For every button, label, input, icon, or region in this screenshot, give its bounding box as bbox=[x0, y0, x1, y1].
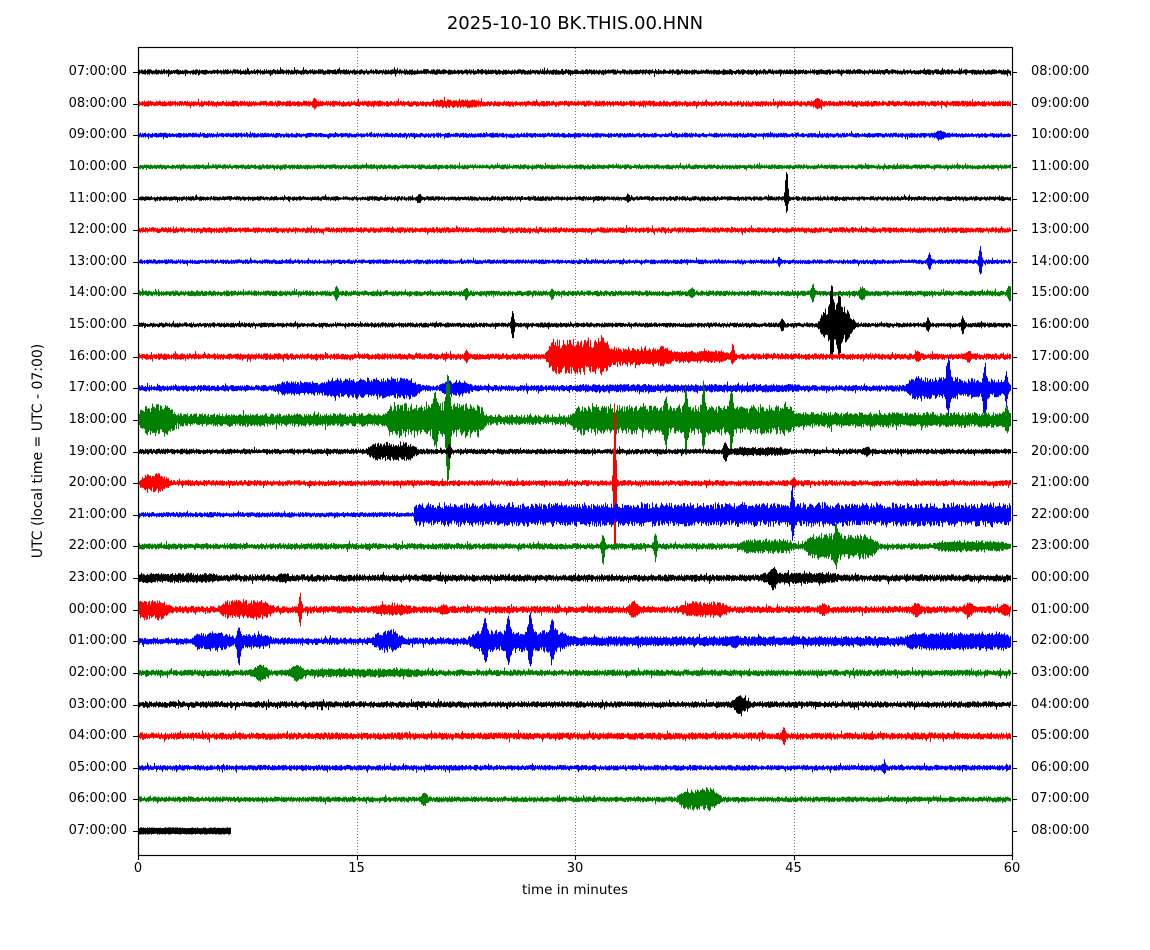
right-time-label: 10:00:00 bbox=[1031, 127, 1090, 142]
left-time-label: 17:00:00 bbox=[68, 380, 127, 395]
left-time-label: 14:00:00 bbox=[68, 285, 127, 300]
x-axis-label: time in minutes bbox=[521, 882, 629, 898]
right-time-label: 01:00:00 bbox=[1031, 602, 1090, 617]
left-time-label: 22:00:00 bbox=[68, 538, 127, 553]
right-time-label: 08:00:00 bbox=[1031, 823, 1090, 838]
right-time-label: 15:00:00 bbox=[1031, 285, 1090, 300]
left-time-label: 07:00:00 bbox=[68, 64, 127, 79]
right-time-label: 12:00:00 bbox=[1031, 191, 1090, 206]
right-time-label: 19:00:00 bbox=[1031, 412, 1090, 427]
left-time-label: 16:00:00 bbox=[68, 349, 127, 364]
left-time-label: 04:00:00 bbox=[68, 728, 127, 743]
right-time-label: 21:00:00 bbox=[1031, 475, 1090, 490]
left-time-label: 18:00:00 bbox=[68, 412, 127, 427]
left-time-label: 11:00:00 bbox=[68, 191, 127, 206]
left-time-label: 13:00:00 bbox=[68, 254, 127, 269]
left-time-label: 19:00:00 bbox=[68, 444, 127, 459]
left-time-label: 23:00:00 bbox=[68, 570, 127, 585]
right-time-label: 23:00:00 bbox=[1031, 538, 1090, 553]
left-time-label: 09:00:00 bbox=[68, 127, 127, 142]
left-time-label: 00:00:00 bbox=[68, 602, 127, 617]
x-tick-label: 30 bbox=[566, 861, 584, 876]
right-time-label: 07:00:00 bbox=[1031, 791, 1090, 806]
x-tick-label: 45 bbox=[785, 861, 802, 876]
left-time-label: 03:00:00 bbox=[68, 697, 127, 712]
right-time-label: 09:00:00 bbox=[1031, 96, 1090, 111]
chart-title: 2025-10-10 BK.THIS.00.HNN bbox=[446, 13, 704, 34]
right-time-label: 06:00:00 bbox=[1031, 760, 1090, 775]
left-time-label: 02:00:00 bbox=[68, 665, 127, 680]
x-tick-label: 0 bbox=[133, 861, 143, 876]
left-time-label: 10:00:00 bbox=[68, 159, 127, 174]
left-time-label: 20:00:00 bbox=[68, 475, 127, 490]
left-time-label: 05:00:00 bbox=[68, 760, 127, 775]
x-tick-label: 60 bbox=[1003, 861, 1021, 876]
right-time-label: 08:00:00 bbox=[1031, 64, 1090, 79]
right-time-label: 20:00:00 bbox=[1031, 444, 1090, 459]
right-time-label: 17:00:00 bbox=[1031, 349, 1090, 364]
right-time-label: 13:00:00 bbox=[1031, 222, 1090, 237]
right-time-label: 14:00:00 bbox=[1031, 254, 1090, 269]
right-time-label: 04:00:00 bbox=[1031, 697, 1090, 712]
left-time-label: 07:00:00 bbox=[68, 823, 127, 838]
right-time-label: 22:00:00 bbox=[1031, 507, 1090, 522]
y-axis-label: UTC (local time = UTC - 07:00) bbox=[30, 343, 46, 559]
right-time-label: 03:00:00 bbox=[1031, 665, 1090, 680]
right-time-label: 02:00:00 bbox=[1031, 633, 1090, 648]
left-time-label: 21:00:00 bbox=[68, 507, 127, 522]
left-time-label: 06:00:00 bbox=[68, 791, 127, 806]
x-tick-label: 15 bbox=[348, 861, 365, 876]
right-time-label: 18:00:00 bbox=[1031, 380, 1090, 395]
right-time-label: 11:00:00 bbox=[1031, 159, 1090, 174]
left-time-label: 15:00:00 bbox=[68, 317, 127, 332]
left-time-label: 12:00:00 bbox=[68, 222, 127, 237]
left-time-label: 01:00:00 bbox=[68, 633, 127, 648]
left-time-label: 08:00:00 bbox=[68, 96, 127, 111]
right-time-label: 16:00:00 bbox=[1031, 317, 1090, 332]
right-time-label: 00:00:00 bbox=[1031, 570, 1090, 585]
right-time-label: 05:00:00 bbox=[1031, 728, 1090, 743]
